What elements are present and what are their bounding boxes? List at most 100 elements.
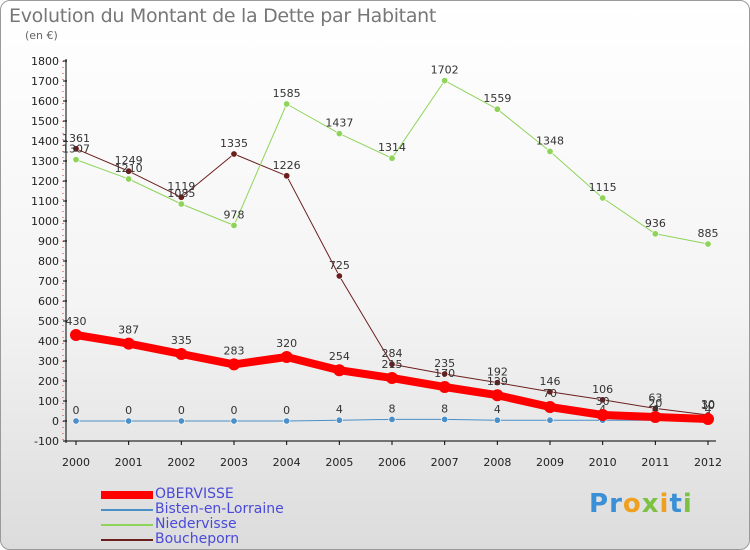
y-tick-label: 800	[38, 255, 59, 268]
data-point-boucheporn	[599, 396, 607, 404]
data-label-bisten-en-lorraine: 0	[231, 404, 238, 417]
data-point-obervisse	[649, 411, 662, 423]
data-point-niedervisse	[546, 147, 554, 155]
data-point-obervisse	[228, 358, 240, 371]
data-point-boucheporn	[177, 193, 185, 201]
data-label-obervisse: 254	[329, 350, 350, 363]
y-tick-label: 1300	[31, 155, 59, 168]
x-tick-label: 2004	[273, 456, 301, 469]
data-point-niedervisse	[335, 130, 343, 138]
data-label-bisten-en-lorraine: 8	[441, 402, 448, 415]
data-label-boucheporn: 63	[648, 391, 662, 404]
data-label-boucheporn: 106	[592, 383, 613, 396]
legend-swatch	[101, 509, 153, 511]
logo-letter: o	[622, 489, 642, 519]
legend-label: Bisten-en-Lorraine	[155, 501, 284, 517]
data-label-niedervisse: 1314	[378, 141, 406, 154]
legend-swatch	[101, 524, 153, 526]
x-tick-label: 2008	[483, 456, 511, 469]
y-tick-label: 300	[38, 355, 59, 368]
data-point-niedervisse	[441, 77, 449, 85]
data-label-obervisse: 387	[118, 324, 139, 337]
data-point-obervisse	[491, 389, 504, 402]
x-tick-label: 2010	[589, 456, 617, 469]
data-point-obervisse	[702, 413, 714, 425]
data-point-bisten-en-lorraine	[335, 416, 343, 424]
data-point-obervisse	[333, 364, 346, 377]
data-label-boucheporn: 146	[540, 375, 561, 388]
x-tick-label: 2005	[325, 456, 353, 469]
data-label-obervisse: 335	[171, 334, 192, 347]
data-label-obervisse: 70	[543, 387, 557, 400]
y-tick-label: 0	[52, 415, 59, 428]
data-point-bisten-en-lorraine	[230, 417, 238, 425]
y-tick-label: 1400	[31, 135, 59, 148]
legend-item-obervisse: OBERVISSE	[101, 487, 401, 502]
x-tick-label: 2002	[167, 456, 195, 469]
data-point-boucheporn	[493, 379, 501, 387]
legend-label: Niedervisse	[155, 516, 237, 532]
data-label-boucheporn: 30	[701, 398, 715, 411]
data-label-obervisse: 430	[66, 315, 87, 328]
logo-letter: P	[589, 489, 610, 519]
data-label-bisten-en-lorraine: 0	[283, 404, 290, 417]
logo-letter: i	[682, 489, 693, 519]
data-point-boucheporn	[441, 370, 449, 378]
data-point-obervisse	[175, 348, 188, 360]
data-point-boucheporn	[125, 167, 133, 175]
data-point-obervisse	[596, 409, 609, 421]
data-point-bisten-en-lorraine	[283, 417, 291, 425]
legend-item-boucheporn: Boucheporn	[101, 532, 401, 547]
x-tick-label: 2012	[694, 456, 722, 469]
data-label-niedervisse: 1307	[62, 143, 90, 156]
series-line-niedervisse	[75, 80, 709, 245]
data-label-boucheporn: 1226	[273, 159, 301, 172]
data-point-boucheporn	[283, 172, 291, 180]
data-label-bisten-en-lorraine: 8	[389, 402, 396, 415]
y-tick-label: 400	[38, 335, 59, 348]
legend-label: Boucheporn	[155, 531, 240, 547]
proxiti-logo: Proxiti	[589, 489, 693, 519]
legend-swatch	[101, 491, 153, 499]
data-point-bisten-en-lorraine	[177, 417, 185, 425]
unit-label: (en €)	[25, 29, 58, 42]
data-label-obervisse: 320	[276, 337, 297, 350]
data-point-niedervisse	[230, 221, 238, 229]
data-label-niedervisse: 1559	[483, 92, 511, 105]
data-label-obervisse: 170	[434, 367, 455, 380]
y-tick-label: 1000	[31, 215, 59, 228]
data-label-niedervisse: 885	[698, 227, 719, 240]
data-label-bisten-en-lorraine: 4	[705, 403, 712, 416]
data-label-bisten-en-lorraine: 4	[336, 403, 343, 416]
x-tick-label: 2011	[641, 456, 669, 469]
data-label-niedervisse: 1210	[115, 162, 143, 175]
data-label-bisten-en-lorraine: 0	[125, 404, 132, 417]
legend-label: OBERVISSE	[155, 486, 234, 502]
y-tick-label: 1600	[31, 95, 59, 108]
legend: OBERVISSE Bisten-en-Lorraine Niedervisse Bo…	[101, 487, 401, 547]
data-point-obervisse	[438, 381, 451, 393]
data-point-niedervisse	[704, 240, 712, 248]
y-tick-label: 1700	[31, 75, 59, 88]
y-tick-label: 1100	[31, 195, 59, 208]
data-point-obervisse	[280, 351, 293, 363]
data-label-boucheporn: 1119	[167, 180, 195, 193]
data-label-boucheporn: 192	[487, 366, 508, 379]
data-label-niedervisse: 936	[645, 217, 666, 230]
logo-letter: t	[669, 489, 683, 519]
y-tick-label: 600	[38, 295, 59, 308]
data-label-bisten-en-lorraine: 0	[73, 404, 80, 417]
logo-letter: r	[609, 489, 623, 519]
data-label-bisten-en-lorraine: 4	[652, 403, 659, 416]
y-tick-label: 700	[38, 275, 59, 288]
data-label-niedervisse: 1585	[273, 87, 301, 100]
data-point-niedervisse	[493, 105, 501, 113]
x-tick-label: 2009	[536, 456, 564, 469]
y-tick-label: 100	[38, 395, 59, 408]
logo-letter: i	[659, 489, 670, 519]
data-label-obervisse: 215	[382, 358, 403, 371]
legend-swatch	[101, 539, 153, 541]
data-label-boucheporn: 1249	[115, 154, 143, 167]
